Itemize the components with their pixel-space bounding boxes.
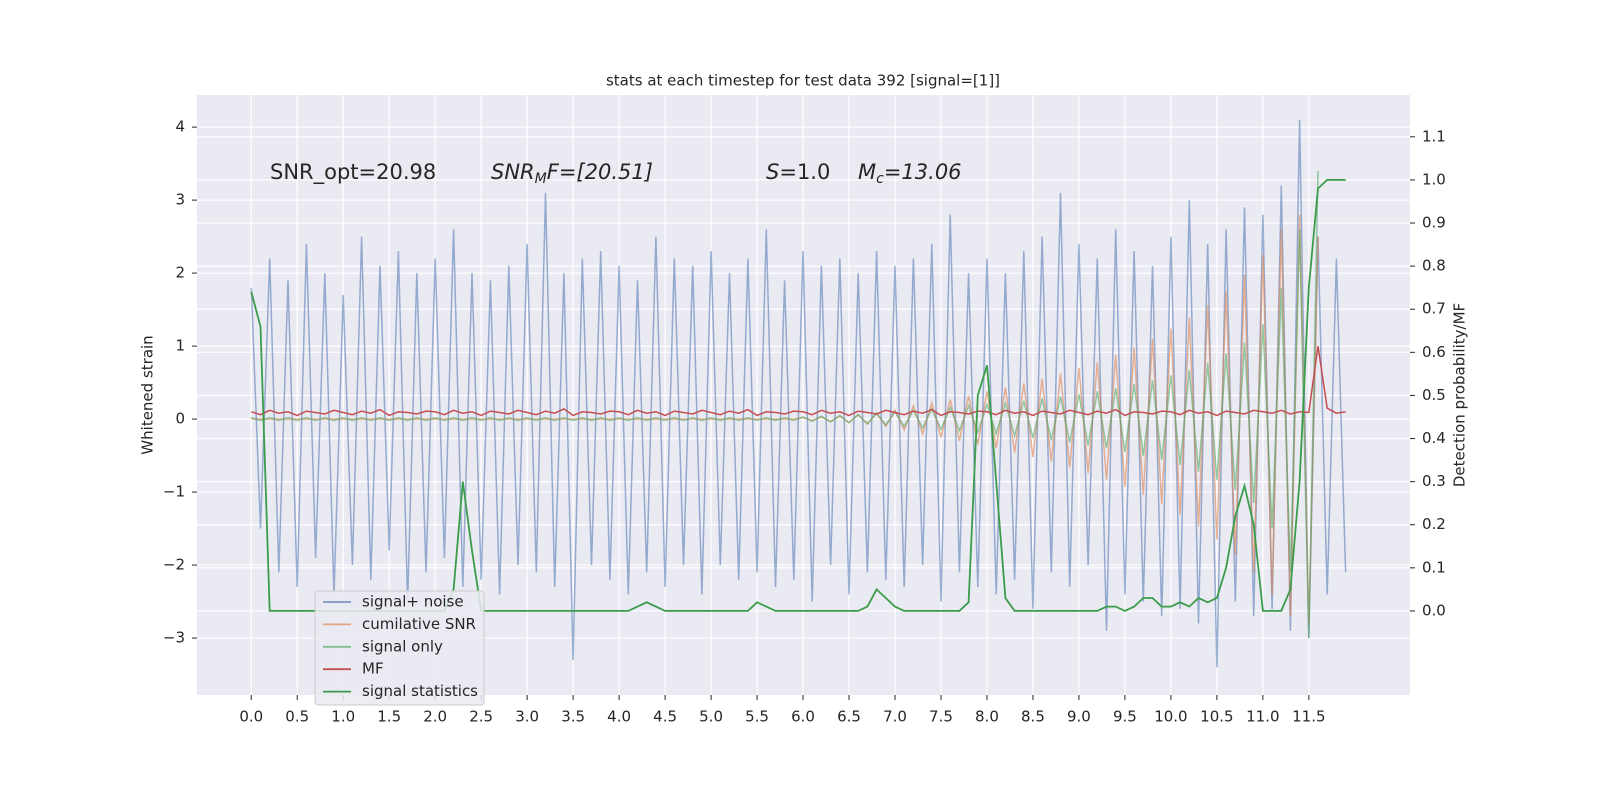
annotation-text: SNR_opt=20.98 xyxy=(270,160,436,185)
annotation-text: F=[20.51] xyxy=(547,160,653,184)
x-tick-label: 7.0 xyxy=(883,708,907,726)
x-tick-label: 8.5 xyxy=(1021,708,1045,726)
y2-tick-label: 0.9 xyxy=(1422,214,1446,232)
x-tick-label: 3.0 xyxy=(515,708,539,726)
y2-tick-label: 1.1 xyxy=(1422,127,1446,145)
x-tick-label: 1.0 xyxy=(331,708,355,726)
x-tick-label: 4.5 xyxy=(653,708,677,726)
y-tick-label: 3 xyxy=(175,191,185,209)
annotation-text: =13.06 xyxy=(884,160,962,184)
x-tick-label: 6.0 xyxy=(791,708,815,726)
chart-title: stats at each timestep for test data 392… xyxy=(606,72,1000,90)
labels: 0.0 0.5 1.0 1.5 2.0 2.5 3.0 3.5 4.0 4.5 5.0 5.5 6.0 6… xyxy=(163,118,1446,726)
y-tick-label: 0 xyxy=(175,410,185,428)
legend-box xyxy=(314,590,485,706)
annotation-symbol: SNR xyxy=(491,160,535,184)
y-tick-label: 1 xyxy=(175,337,185,355)
x-tick-label: 11.0 xyxy=(1246,708,1279,726)
annotation: S=1.0 xyxy=(766,160,830,184)
y2-tick-label: 0.6 xyxy=(1422,343,1446,361)
y2-tick-label: 0.3 xyxy=(1422,472,1446,490)
x-tick-label: 0.0 xyxy=(239,708,263,726)
y-tick-label: 2 xyxy=(175,264,185,282)
annotation-symbol: M xyxy=(858,160,876,184)
legend-label: cumilative SNR xyxy=(362,615,476,633)
y2-tick-label: 0.0 xyxy=(1422,601,1446,619)
x-tick-label: 8.0 xyxy=(975,708,999,726)
x-tick-label: 10.0 xyxy=(1154,708,1187,726)
x-tick-label: 0.5 xyxy=(285,708,309,726)
y-tick-label: −3 xyxy=(163,629,185,647)
x-tick-label: 3.5 xyxy=(561,708,585,726)
y2-tick-label: 0.8 xyxy=(1422,257,1446,275)
series-line xyxy=(251,345,1346,417)
annotation: SNRMF=[20.51] xyxy=(491,160,653,187)
x-tick-label: 6.5 xyxy=(837,708,861,726)
annotation: Mc=13.06 xyxy=(858,160,962,187)
legend-label: signal+ noise xyxy=(362,593,464,611)
x-tick-label: 5.5 xyxy=(745,708,769,726)
legend-label: signal only xyxy=(362,637,443,655)
x-tick-label: 2.5 xyxy=(469,708,493,726)
annotation-subscript: M xyxy=(535,171,547,187)
x-tick-label: 9.5 xyxy=(1113,708,1137,726)
series-line xyxy=(250,119,1347,668)
y2-tick-label: 0.5 xyxy=(1422,386,1446,404)
x-tick-label: 10.5 xyxy=(1200,708,1233,726)
grid xyxy=(197,95,1410,695)
y-tick-label: −2 xyxy=(163,556,185,574)
y-tick-label: −1 xyxy=(163,483,185,501)
x-tick-label: 4.0 xyxy=(607,708,631,726)
y2-tick-label: 0.4 xyxy=(1422,429,1446,447)
y-tick-label: 4 xyxy=(175,118,185,136)
x-tick-label: 7.5 xyxy=(929,708,953,726)
series-line xyxy=(251,170,1319,639)
annotation-text: =1.0 xyxy=(779,160,830,184)
x-tick-label: 9.0 xyxy=(1067,708,1091,726)
y2-axis-label: Detection probability/MF xyxy=(1451,303,1469,487)
legend-label: signal statistics xyxy=(362,682,478,700)
annotation-subscript: c xyxy=(876,171,884,187)
y2-tick-label: 0.7 xyxy=(1422,300,1446,318)
x-tick-label: 1.5 xyxy=(377,708,401,726)
x-tick-label: 5.0 xyxy=(699,708,723,726)
y2-tick-label: 0.2 xyxy=(1422,515,1446,533)
annotation-symbol: S xyxy=(766,160,779,184)
annotation: SNR_opt=20.98 xyxy=(270,160,436,185)
x-tick-label: 2.0 xyxy=(423,708,447,726)
legend: signal+ noise cumilative SNR signal only MF… xyxy=(314,590,485,706)
y-axis-label: Whitened strain xyxy=(139,335,157,454)
x-tick-label: 11.5 xyxy=(1292,708,1325,726)
legend-label: MF xyxy=(362,660,384,678)
y2-tick-label: 1.0 xyxy=(1422,170,1446,188)
y2-tick-label: 0.1 xyxy=(1422,558,1446,576)
